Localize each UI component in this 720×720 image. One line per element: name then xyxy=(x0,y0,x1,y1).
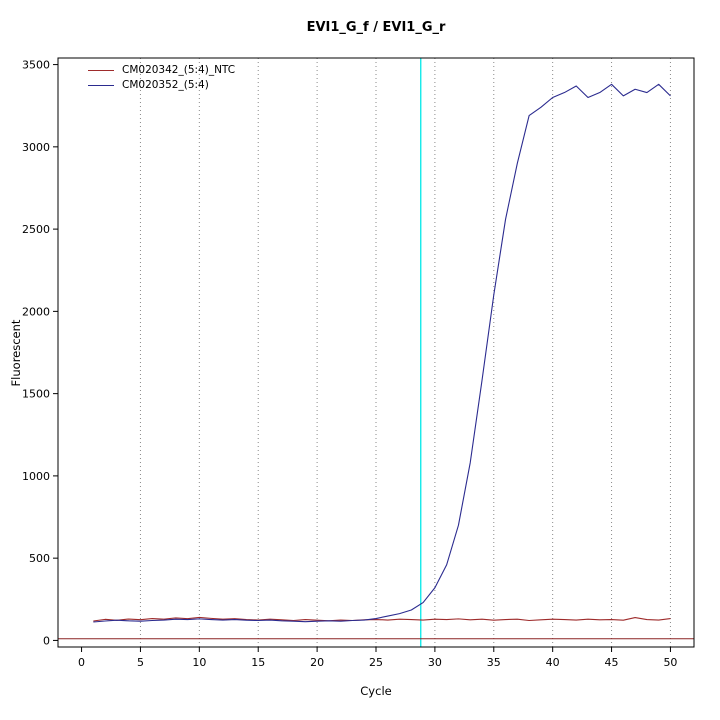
legend-label: CM020342_(5:4)_NTC xyxy=(122,64,236,76)
y-tick-label: 3000 xyxy=(22,141,50,154)
x-tick-label: 0 xyxy=(78,656,85,669)
legend: CM020342_(5:4)_NTC CM020352_(5:4) xyxy=(88,63,235,93)
y-tick-label: 2500 xyxy=(22,223,50,236)
legend-item: CM020352_(5:4) xyxy=(88,78,235,93)
x-tick-label: 5 xyxy=(137,656,144,669)
x-tick-label: 25 xyxy=(369,656,383,669)
x-tick-label: 10 xyxy=(192,656,206,669)
x-axis-label: Cycle xyxy=(360,684,392,698)
x-tick-label: 35 xyxy=(487,656,501,669)
x-tick-label: 20 xyxy=(310,656,324,669)
legend-line-swatch xyxy=(88,85,114,86)
legend-item: CM020342_(5:4)_NTC xyxy=(88,63,235,78)
x-tick-label: 30 xyxy=(428,656,442,669)
x-tick-label: 15 xyxy=(251,656,265,669)
y-tick-label: 500 xyxy=(29,552,50,565)
series-line-1 xyxy=(93,83,671,623)
y-tick-label: 0 xyxy=(43,634,50,647)
legend-line-swatch xyxy=(88,70,114,71)
x-tick-label: 45 xyxy=(605,656,619,669)
legend-label: CM020352_(5:4) xyxy=(122,79,209,91)
y-tick-label: 3500 xyxy=(22,59,50,72)
y-tick-label: 1000 xyxy=(22,470,50,483)
x-tick-label: 40 xyxy=(546,656,560,669)
y-axis-label: Fluorescent xyxy=(9,319,23,387)
x-tick-label: 50 xyxy=(663,656,677,669)
y-tick-label: 1500 xyxy=(22,388,50,401)
chart-title: EVI1_G_f / EVI1_G_r xyxy=(306,20,446,35)
series-line-0 xyxy=(93,616,671,622)
y-tick-label: 2000 xyxy=(22,305,50,318)
